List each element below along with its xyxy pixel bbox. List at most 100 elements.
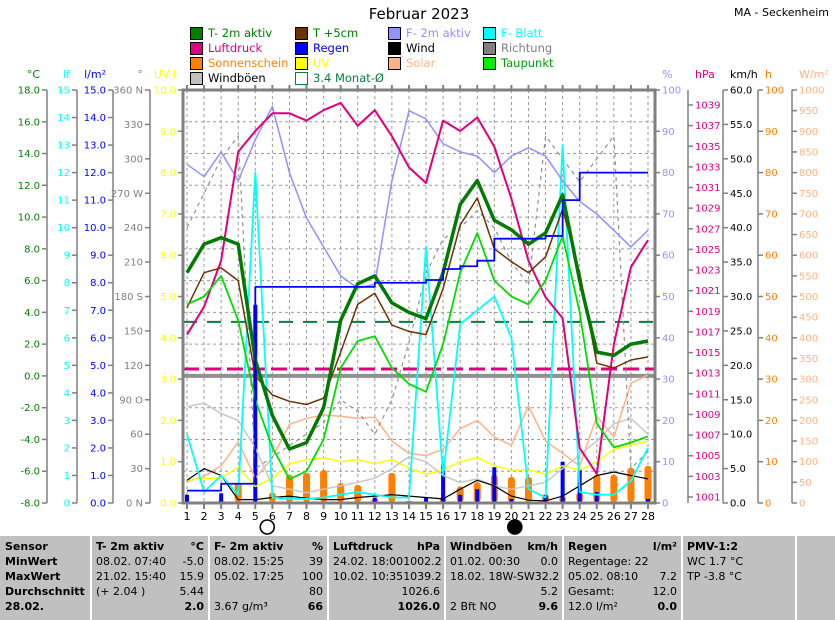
svg-text:2: 2	[201, 510, 208, 523]
svg-text:100: 100	[765, 86, 784, 97]
table-cell-label: 01.02. 00:30	[450, 555, 521, 568]
legend-swatch	[190, 57, 203, 70]
table-cell-value: 7.2	[659, 570, 678, 583]
legend-label: F- 2m aktiv	[406, 26, 471, 40]
svg-text:1.0: 1.0	[90, 471, 106, 482]
svg-text:15: 15	[419, 510, 433, 523]
legend-label: Taupunkt	[501, 56, 554, 70]
table-row-label: 28.02.	[5, 600, 44, 613]
svg-text:300: 300	[799, 375, 818, 386]
svg-text:60: 60	[662, 251, 675, 262]
svg-text:6: 6	[64, 333, 70, 344]
table-col-header: PMV-1:2	[687, 540, 738, 553]
svg-text:0: 0	[765, 499, 771, 510]
legend-label: Regen	[313, 41, 350, 55]
axis-hpa: 1039 1037 1035 1033 1031 1029 1027 1025 1023 1021…	[687, 68, 720, 504]
svg-text:270 W: 270 W	[111, 189, 143, 200]
svg-text:8: 8	[64, 278, 70, 289]
svg-text:10: 10	[57, 223, 70, 234]
svg-text:8.0: 8.0	[90, 278, 106, 289]
svg-text:21: 21	[521, 510, 535, 523]
svg-text:4.0: 4.0	[24, 308, 40, 319]
svg-text:150: 150	[799, 437, 818, 448]
svg-text:0.0: 0.0	[90, 499, 106, 510]
statistics-table: Sensor MinWert MaxWert Durchschnitt 28.02. T-…	[0, 536, 835, 620]
svg-text:330: 330	[124, 120, 143, 131]
svg-text:210: 210	[124, 258, 143, 269]
series-t-2m-aktiv	[185, 178, 649, 451]
table-col-unit: hPa	[416, 540, 440, 553]
series-f-blatt	[186, 144, 649, 500]
svg-text:5.0: 5.0	[160, 292, 176, 303]
table-divider	[90, 536, 92, 620]
svg-text:10.0: 10.0	[84, 223, 106, 234]
svg-text:26: 26	[607, 510, 621, 523]
svg-text:13.0: 13.0	[84, 141, 106, 152]
svg-text:27: 27	[624, 510, 638, 523]
legend-label: Sonnenschein	[208, 56, 289, 70]
svg-text:7: 7	[286, 510, 293, 523]
legend-item-f-blatt: F- Blatt	[483, 26, 543, 41]
svg-text:lf: lf	[63, 68, 71, 81]
table-row-label: MaxWert	[5, 570, 61, 583]
legend-label: Luftdruck	[208, 41, 263, 55]
svg-text:km/h: km/h	[730, 68, 758, 81]
svg-text:6: 6	[269, 510, 276, 523]
svg-text:240: 240	[124, 223, 143, 234]
svg-text:0.0: 0.0	[730, 499, 746, 510]
svg-text:250: 250	[799, 395, 818, 406]
legend-item-t-5cm: T +5cm	[295, 26, 358, 41]
svg-text:850: 850	[799, 147, 818, 158]
svg-text:10: 10	[765, 457, 778, 468]
legend-label: T- 2m aktiv	[208, 26, 273, 40]
svg-text:60: 60	[130, 430, 143, 441]
table-cell-value: 66	[307, 600, 323, 613]
svg-text:14: 14	[57, 113, 70, 124]
table-col-unit: km/h	[527, 540, 558, 553]
table-cell-label: 21.02. 15:40	[96, 570, 167, 583]
legend-swatch	[295, 57, 308, 70]
svg-text:16: 16	[436, 510, 450, 523]
svg-text:360 N: 360 N	[113, 86, 143, 97]
table-cell-label: 05.02. 17:25	[214, 570, 285, 583]
table-cell-value: 32.2	[534, 570, 560, 583]
table-cell-value: 1026.6	[401, 585, 441, 598]
moon-full-icon	[259, 519, 276, 535]
svg-text:8.0: 8.0	[24, 244, 40, 255]
svg-text:750: 750	[799, 189, 818, 200]
table-divider	[444, 536, 446, 620]
svg-text:60: 60	[765, 251, 778, 262]
svg-text:19: 19	[487, 510, 501, 523]
table-cell-value: 0.0	[657, 600, 678, 613]
legend-item-3-4-monat-: 3.4 Monat-Ø	[295, 71, 384, 86]
table-divider	[327, 536, 329, 620]
series-taupunkt	[186, 232, 649, 481]
svg-text:1023: 1023	[695, 266, 720, 277]
svg-text:hPa: hPa	[695, 68, 715, 81]
svg-text:12: 12	[57, 168, 70, 179]
legend-swatch	[295, 42, 308, 55]
svg-text:l/m²: l/m²	[84, 68, 106, 81]
legend-label: 3.4 Monat-Ø	[313, 71, 384, 85]
svg-text:4.0: 4.0	[90, 388, 106, 399]
svg-text:h: h	[765, 68, 772, 81]
svg-text:30: 30	[765, 375, 778, 386]
svg-text:2.0: 2.0	[90, 443, 106, 454]
svg-text:°: °	[138, 68, 144, 81]
legend-item-sonnenschein: Sonnenschein	[190, 56, 288, 71]
svg-text:9.0: 9.0	[90, 251, 106, 262]
svg-text:70: 70	[662, 209, 675, 220]
svg-text:-2.0: -2.0	[20, 403, 40, 414]
svg-text:50: 50	[662, 292, 675, 303]
legend-label: Windböen	[208, 71, 266, 85]
table-col-t-2m-aktiv: T- 2m aktiv °C 08.02. 07:40 -5.0 21.02. 15:4…	[96, 539, 204, 614]
moon-new-icon	[507, 519, 523, 535]
legend-swatch	[388, 42, 401, 55]
legend-item-solar: Solar	[388, 56, 435, 71]
svg-text:180 S: 180 S	[114, 292, 143, 303]
svg-text:50: 50	[799, 478, 812, 489]
svg-text:16.0: 16.0	[18, 117, 40, 128]
svg-text:1001: 1001	[695, 493, 720, 504]
svg-text:6.0: 6.0	[90, 333, 106, 344]
